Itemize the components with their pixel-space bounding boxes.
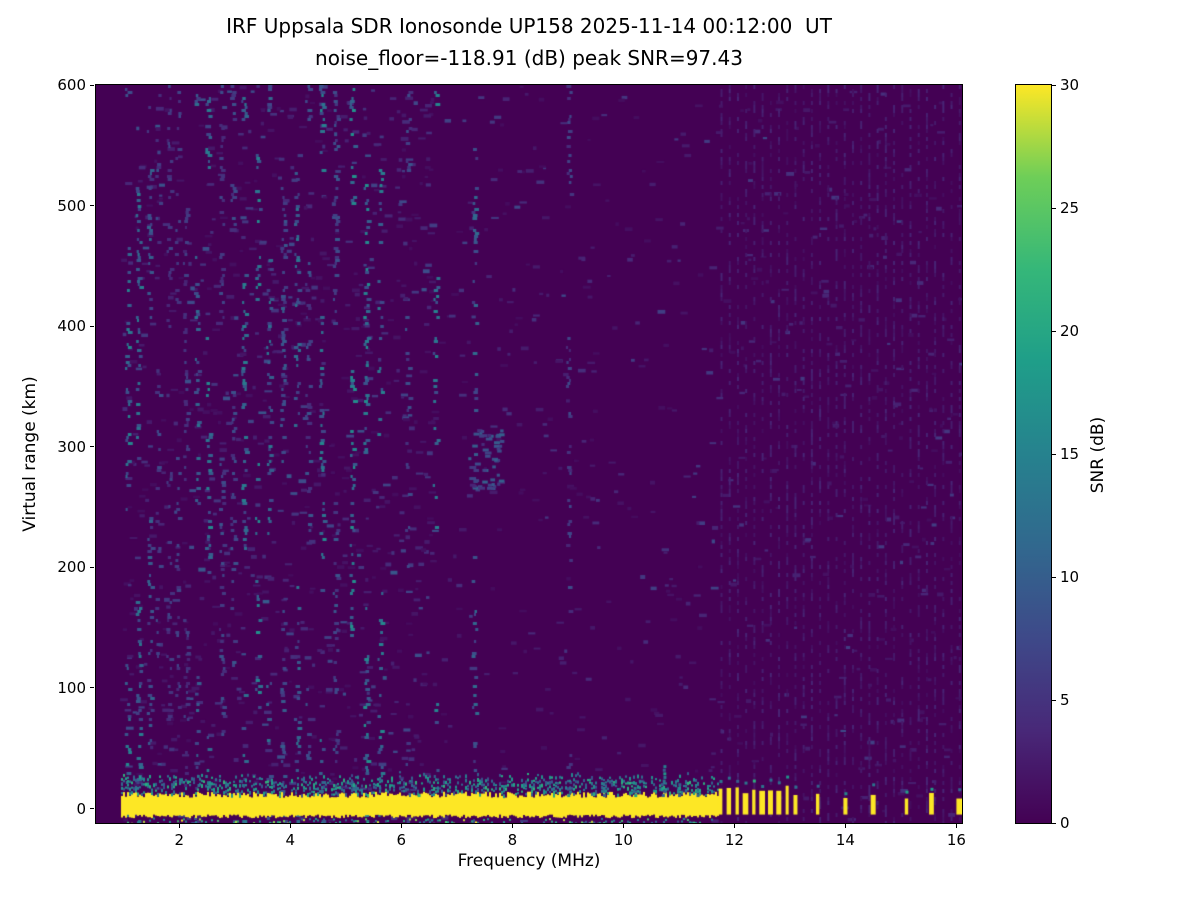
- colorbar-tick-mark: [1052, 207, 1056, 209]
- x-tick-label: 16: [946, 831, 966, 849]
- x-tick-mark: [511, 824, 513, 828]
- y-tick-mark: [90, 205, 94, 207]
- y-tick-label: 300: [57, 437, 86, 456]
- y-tick-label: 0: [76, 799, 86, 818]
- x-tick-mark: [733, 824, 735, 828]
- colorbar: [1015, 84, 1052, 824]
- x-tick-label: 6: [396, 831, 407, 849]
- colorbar-tick-mark: [1052, 576, 1056, 578]
- plot-area: [95, 84, 963, 824]
- x-tick-label: 12: [724, 831, 744, 849]
- x-tick-mark: [955, 824, 957, 828]
- y-tick-label: 600: [57, 76, 86, 94]
- colorbar-tick-mark: [1052, 822, 1056, 824]
- x-tick-mark: [400, 824, 402, 828]
- colorbar-tick-mark: [1052, 330, 1056, 332]
- y-tick-label: 400: [57, 317, 86, 336]
- y-tick-label: 100: [57, 678, 86, 697]
- x-tick-mark: [178, 824, 180, 828]
- y-tick-mark: [90, 687, 94, 689]
- heatmap-canvas: [96, 85, 962, 823]
- y-tick-mark: [90, 84, 94, 86]
- x-tick-mark: [844, 824, 846, 828]
- colorbar-tick-label: 25: [1060, 199, 1080, 217]
- x-tick-mark: [622, 824, 624, 828]
- x-tick-mark: [289, 824, 291, 828]
- colorbar-tick-label: 5: [1060, 691, 1070, 709]
- colorbar-tick-label: 0: [1060, 814, 1070, 832]
- y-tick-label: 200: [57, 558, 86, 577]
- y-tick-mark: [90, 808, 94, 810]
- x-tick-label: 4: [285, 831, 296, 849]
- y-tick-mark: [90, 325, 94, 327]
- y-tick-mark: [90, 446, 94, 448]
- colorbar-tick-label: 30: [1060, 76, 1080, 94]
- colorbar-tick-label: 15: [1060, 445, 1080, 463]
- colorbar-tick-mark: [1052, 699, 1056, 701]
- x-tick-label: 10: [613, 831, 633, 849]
- x-axis-label: Frequency (MHz): [457, 851, 601, 871]
- colorbar-tick-mark: [1052, 84, 1056, 86]
- colorbar-tick-label: 10: [1060, 568, 1080, 586]
- y-tick-mark: [90, 566, 94, 568]
- y-tick-label: 500: [57, 196, 86, 215]
- x-tick-label: 2: [174, 831, 185, 849]
- colorbar-tick-mark: [1052, 453, 1056, 455]
- chart-subtitle: noise_floor=-118.91 (dB) peak SNR=97.43: [315, 46, 743, 70]
- colorbar-tick-label: 20: [1060, 322, 1080, 340]
- chart-title: IRF Uppsala SDR Ionosonde UP158 2025-11-…: [226, 14, 832, 38]
- x-tick-label: 8: [507, 831, 518, 849]
- x-tick-label: 14: [835, 831, 855, 849]
